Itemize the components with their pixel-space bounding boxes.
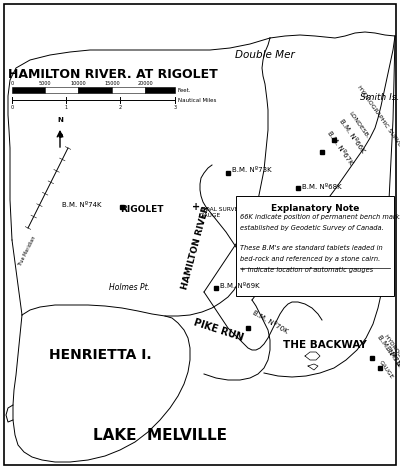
Text: Explanatory Note: Explanatory Note <box>271 204 359 213</box>
Bar <box>78 87 112 93</box>
Bar <box>236 196 394 296</box>
Text: TIDAL SURVEY
GAUGE: TIDAL SURVEY GAUGE <box>200 207 242 218</box>
Text: B.M. Nº74K: B.M. Nº74K <box>62 202 102 208</box>
Text: bed-rock and referenced by a stone cairn.: bed-rock and referenced by a stone cairn… <box>240 256 380 262</box>
Text: Summer Cove: Summer Cove <box>242 260 306 270</box>
Text: HAMILTON RIVER: HAMILTON RIVER <box>180 205 212 291</box>
Text: Feet.: Feet. <box>178 89 192 93</box>
Text: B.M. Nº69K: B.M. Nº69K <box>220 283 260 289</box>
Text: 0: 0 <box>10 105 14 110</box>
Text: Holmes Pt.: Holmes Pt. <box>109 283 150 293</box>
Text: RIGOLET: RIGOLET <box>120 205 164 214</box>
Bar <box>45 87 78 93</box>
Text: 3: 3 <box>174 105 176 110</box>
Text: B.M. Nº67K: B.M. Nº67K <box>326 130 354 166</box>
Text: 20000: 20000 <box>137 81 153 86</box>
Text: LAKE  MELVILLE: LAKE MELVILLE <box>93 428 227 442</box>
Text: These B.M's are standard tablets leaded in: These B.M's are standard tablets leaded … <box>240 245 383 251</box>
Bar <box>145 87 175 93</box>
Text: 2: 2 <box>118 105 122 110</box>
Text: GAUGE: GAUGE <box>378 360 394 380</box>
Text: 10000: 10000 <box>70 81 86 86</box>
Text: HENRIETTA I.: HENRIETTA I. <box>49 348 151 362</box>
Text: +: + <box>192 202 200 212</box>
Text: THE BACKWAY: THE BACKWAY <box>283 340 367 350</box>
Text: LONDESB.: LONDESB. <box>348 111 370 139</box>
Bar <box>12 87 45 93</box>
Text: HAMILTON RIVER. AT RIGOLET: HAMILTON RIVER. AT RIGOLET <box>8 68 218 81</box>
Bar <box>112 87 145 93</box>
Text: established by Geodetic Survey of Canada.: established by Geodetic Survey of Canada… <box>240 225 384 231</box>
Text: + indicate location of automatic gauges: + indicate location of automatic gauges <box>240 266 373 272</box>
Text: 0: 0 <box>10 81 14 86</box>
Text: N: N <box>57 117 63 123</box>
Text: Double Mer: Double Mer <box>235 50 295 60</box>
Text: B.M. Nº72K: B.M. Nº72K <box>384 345 400 381</box>
Text: B.M. Nº70K: B.M. Nº70K <box>252 310 289 334</box>
Text: 5000: 5000 <box>39 81 51 86</box>
Text: True Meridian: True Meridian <box>17 235 37 267</box>
Text: B.M. Nº68K: B.M. Nº68K <box>302 184 342 190</box>
Text: B.M. Nº73K: B.M. Nº73K <box>232 167 272 173</box>
Text: B.M. Nº66K: B.M. Nº66K <box>338 118 366 154</box>
Text: B.M. Nº71K: B.M. Nº71K <box>376 334 400 370</box>
Text: 1: 1 <box>64 105 68 110</box>
Text: HYDROGRAPHIC SURVEY: HYDROGRAPHIC SURVEY <box>356 85 400 151</box>
Text: 66K indicate position of permanent bench marks: 66K indicate position of permanent bench… <box>240 214 400 220</box>
Text: HYDROGRAPHIC SURVEY: HYDROGRAPHIC SURVEY <box>383 334 400 396</box>
Text: Smith Is.: Smith Is. <box>360 93 399 103</box>
Text: PIKE RUN: PIKE RUN <box>192 317 244 343</box>
Text: 15000: 15000 <box>104 81 120 86</box>
Text: Nautical Miles: Nautical Miles <box>178 98 216 103</box>
